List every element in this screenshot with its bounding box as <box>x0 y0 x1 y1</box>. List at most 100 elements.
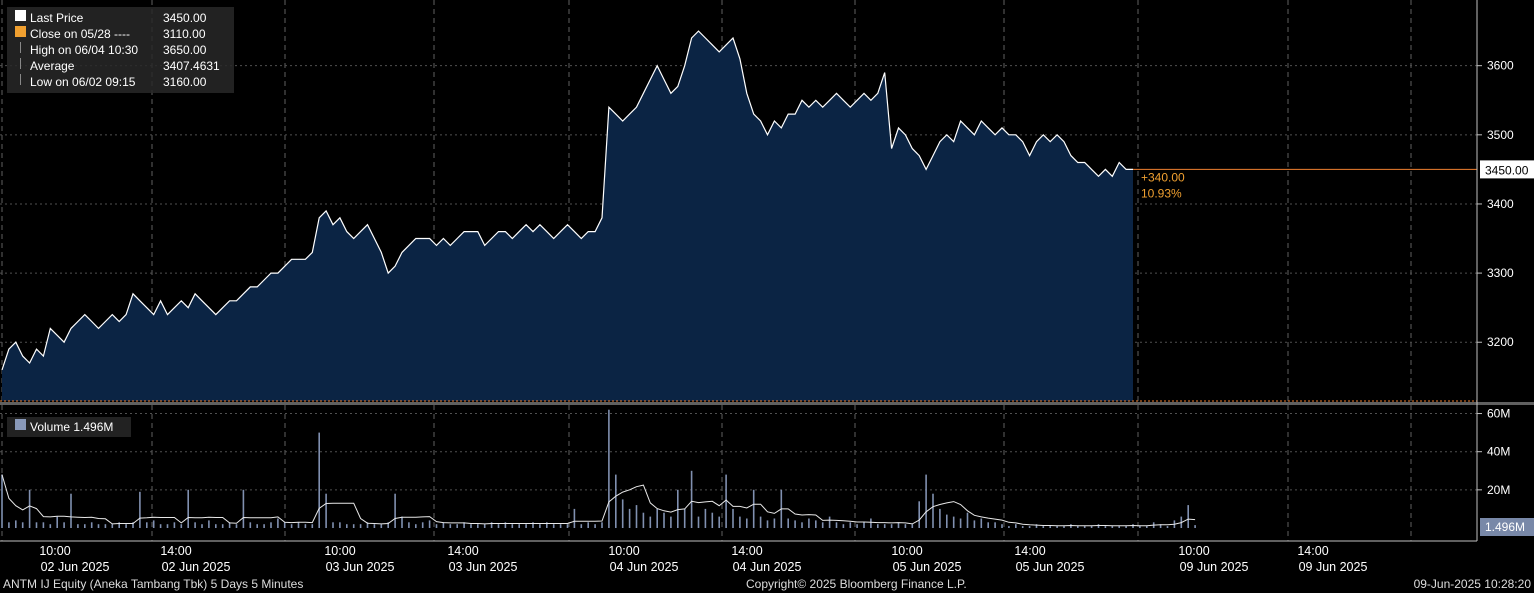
footer-copyright: Copyright© 2025 Bloomberg Finance L.P. <box>746 577 967 591</box>
price-panel: +340.00 10.93% <box>0 30 1477 402</box>
volume-bar <box>352 524 355 528</box>
volume-bar <box>235 524 238 528</box>
volume-bar <box>311 524 314 528</box>
volume-bar <box>221 524 224 528</box>
volume-bar <box>228 522 231 528</box>
volume-bar <box>690 470 693 528</box>
volume-bar <box>642 512 645 528</box>
volume-bar <box>787 518 789 528</box>
volume-bar <box>1021 526 1024 528</box>
volume-bar <box>994 522 996 528</box>
volume-bar <box>201 524 203 528</box>
volume-bar <box>408 522 410 528</box>
volume-bar <box>739 516 741 528</box>
x-tick-time: 10:00 <box>608 544 639 558</box>
volume-bar <box>339 522 341 528</box>
volume-bar <box>697 516 700 528</box>
volume-bar <box>463 522 465 528</box>
volume-bar <box>628 508 631 528</box>
volume-bar <box>511 524 514 528</box>
volume-bar <box>732 508 734 528</box>
volume-bar <box>635 505 638 528</box>
volume-bar <box>346 524 348 528</box>
x-tick-date: 02 Jun 2025 <box>41 560 110 574</box>
volume-bar <box>159 524 162 528</box>
volume-bar <box>980 518 983 528</box>
volume-bar <box>849 522 852 528</box>
volume-bar <box>718 516 720 528</box>
volume-bar <box>1049 526 1051 528</box>
volume-bar <box>932 493 934 528</box>
x-tick-date: 04 Jun 2025 <box>733 560 802 574</box>
legend-swatch <box>15 10 26 21</box>
x-tick-time: 10:00 <box>39 544 70 558</box>
volume-bar <box>490 522 493 528</box>
legend-row: Average 3407.4631 <box>15 58 234 74</box>
volume-bar <box>1063 526 1065 528</box>
price-tick-label: 3400 <box>1487 197 1514 211</box>
volume-bar <box>366 522 369 528</box>
volume-bar <box>925 474 927 528</box>
volume-bar <box>483 524 486 528</box>
volume-bar <box>566 524 569 528</box>
volume-bar <box>1028 526 1031 528</box>
volume-bar <box>608 409 610 528</box>
volume-bar <box>842 524 845 528</box>
volume-bar <box>615 474 617 528</box>
volume-bar <box>808 518 810 528</box>
volume-tick-label: 20M <box>1487 483 1510 497</box>
x-tick-date: 05 Jun 2025 <box>1016 560 1085 574</box>
volume-bar <box>1008 526 1010 528</box>
legend-label: Last Price <box>30 11 84 25</box>
price-tick-label: 3500 <box>1487 128 1514 142</box>
volume-bar <box>966 512 969 528</box>
volume-tick-label: 60M <box>1487 407 1510 421</box>
volume-bar <box>987 522 989 528</box>
volume-bar <box>373 524 376 528</box>
volume-bar <box>897 522 900 528</box>
legend-swatch <box>20 58 31 69</box>
volume-legend-label: Volume <box>30 420 71 434</box>
volume-bar <box>752 489 755 528</box>
volume-bar <box>621 499 624 528</box>
volume-bar <box>146 522 148 528</box>
volume-bar <box>711 512 714 528</box>
volume-bar <box>1118 526 1120 528</box>
volume-bar <box>911 524 914 528</box>
volume-bar <box>759 516 762 528</box>
volume-bar <box>270 522 272 528</box>
volume-bar <box>428 520 431 528</box>
volume-bar <box>477 524 479 528</box>
volume-bar <box>1146 526 1148 528</box>
volume-tick-label: 40M <box>1487 445 1510 459</box>
volume-bar <box>394 493 396 528</box>
volume-bar <box>118 522 120 528</box>
price-line <box>1 30 1133 371</box>
last-volume-tag-bg <box>1480 518 1534 536</box>
volume-bar <box>387 522 389 528</box>
volume-bar <box>1187 505 1189 528</box>
volume-bar <box>77 524 79 528</box>
volume-bar <box>863 522 865 528</box>
x-tick-date: 03 Jun 2025 <box>326 560 395 574</box>
volume-bar <box>1104 526 1107 528</box>
volume-bar <box>359 524 362 528</box>
volume-bar <box>21 522 24 528</box>
volume-bar <box>125 524 127 528</box>
volume-bar <box>111 524 114 528</box>
volume-bar <box>725 474 727 528</box>
price-legend: Last Price 3450.00 Close on 05/28 ---- 3110… <box>7 7 234 93</box>
volume-bar <box>552 524 555 528</box>
volume-bar <box>380 524 383 528</box>
volume-bar <box>890 524 893 528</box>
volume-bar <box>1159 524 1162 528</box>
volume-bar <box>56 516 58 528</box>
volume-bar <box>1056 526 1058 528</box>
last-price-tag: 3450.00 <box>1485 163 1529 177</box>
volume-bar <box>525 524 527 528</box>
volume-bar <box>939 508 941 528</box>
volume-bar <box>166 524 169 528</box>
volume-bar <box>539 524 541 528</box>
change-abs-label: +340.00 <box>1141 170 1185 184</box>
legend-row: Low on 06/02 09:15 3160.00 <box>15 74 234 90</box>
